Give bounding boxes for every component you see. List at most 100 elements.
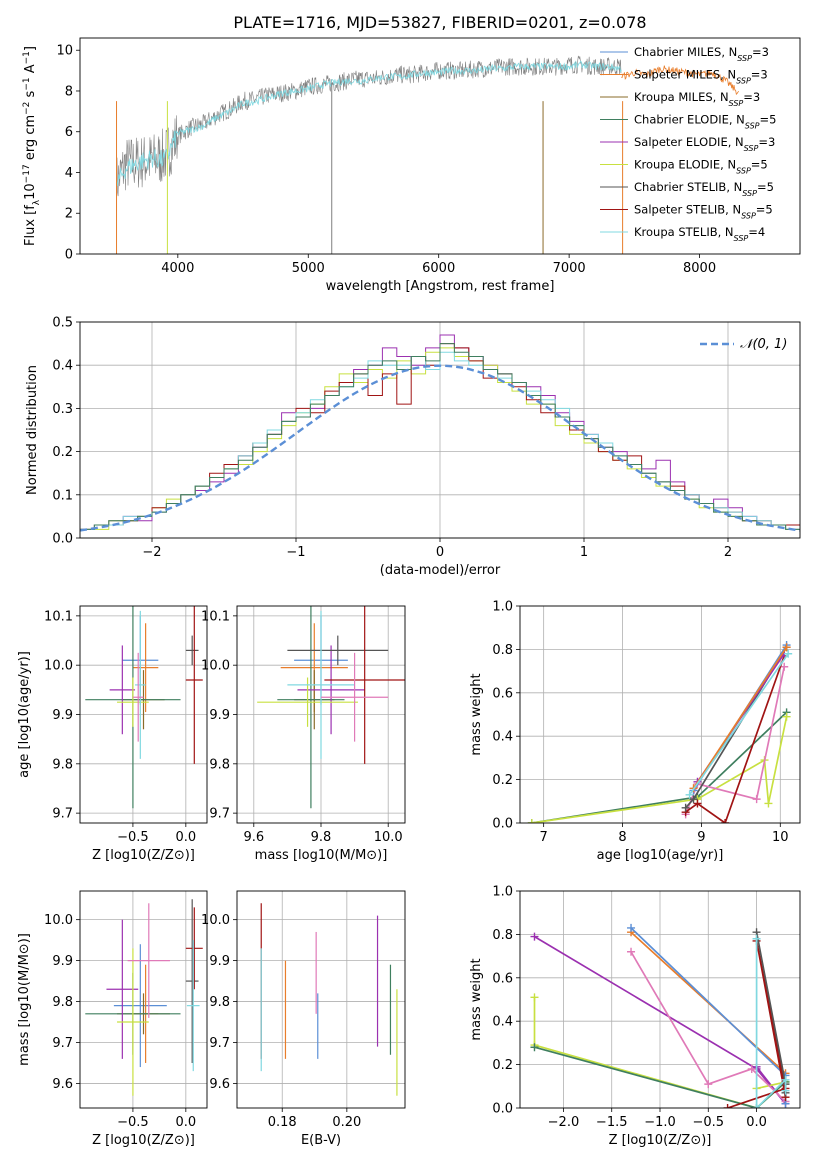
mass_vs_EBV-xlabel: E(B-V) [301,1133,341,1148]
mass_vs_Z-axes: 9.6 9.7 9.8 9.9 10.0 −0.5 0.0 [44,891,207,1130]
weight-marker-kroupa_stelib [781,1075,790,1084]
y-tick-label: 8 [65,84,73,99]
y-tick-label: 4 [65,166,73,181]
legend-label-salpeter_elodie: Salpeter ELODIE, NSSP=3 [634,135,775,153]
mass_vs_Z-errorbars [85,899,203,1096]
y-tick-label: 0.8 [492,643,513,658]
y-tick-label: 0.2 [492,773,513,788]
y-tick-label: 0.0 [492,817,513,832]
weight-marker-chabrier_stelib [681,803,690,812]
legend-label-kroupa_stelib: Kroupa STELIB, NSSP=4 [634,225,765,243]
weight-marker-kroupa_stelib [752,1104,761,1108]
legend-label-kroupa_elodie: Kroupa ELODIE, NSSP=5 [634,158,768,176]
weight-marker-salpeter_miles [782,643,791,652]
age_vs_Z-errorbars [85,606,203,809]
weight-marker-kroupa_stelib [752,934,761,943]
residuals-frame [79,321,801,539]
residual-steps [80,334,800,532]
mass_vs_Z-xlabel: Z [log10(Z/Z⊙)] [92,1133,195,1148]
x-tick-label: 8 [618,830,626,845]
weight-line-salpeter_miles [692,646,788,789]
weight_vs_Z-frame [519,890,801,1109]
y-tick-label: 9.8 [209,757,230,772]
x-tick-label: 0.18 [268,1115,297,1130]
y-tick-label: 10.0 [201,913,230,928]
x-tick-label: −2.0 [548,1115,580,1130]
weight-marker-kroupa_stelib [781,1086,790,1095]
y-tick-label: 0.2 [52,445,73,460]
y-tick-label: 0.6 [492,686,513,701]
spectrum-xlabel: wavelength [Angstrom, rest frame] [326,279,555,294]
x-tick-label: 9.6 [243,830,264,845]
y-tick-label: 0.4 [492,730,513,745]
x-tick-label: −0.5 [117,830,149,845]
weight-marker-salpeter_stelib [693,799,702,808]
weight-marker-kroupa_stelib [685,790,694,799]
weight-marker-kroupa_elodie [782,712,791,721]
y-tick-label: 9.7 [209,1036,230,1051]
age_vs_mass-frame [236,605,406,824]
y-tick-label: 1.0 [492,885,513,900]
y-tick-label: 9.9 [52,708,73,723]
age_vs_Z-axes: 9.7 9.8 9.9 10.0 10.1 −0.5 0.0 [44,606,207,845]
x-tick-label: −0.5 [117,1115,149,1130]
weight-marker-chabrier_miles [627,923,636,932]
y-tick-label: 0.4 [492,1015,513,1030]
weight-marker-pink_series [747,1064,756,1073]
weight-line-kroupa_stelib [688,653,789,796]
residuals-xlabel: (data-model)/error [380,563,501,578]
spectrum-series-data_gray [116,55,622,212]
weight_vs_Z-ylabel: mass weight [469,958,484,1040]
age_vs_mass-errorbars [257,606,405,809]
age_vs_Z-xlabel: Z [log10(Z/Z⊙)] [92,848,195,863]
x-tick-label: −1 [286,545,305,560]
y-tick-label: 10.1 [44,609,73,624]
x-tick-label: 0.0 [175,1115,196,1130]
y-tick-label: 0.1 [52,488,73,503]
legend-label-chabrier_miles: Chabrier MILES, NSSP=3 [634,45,769,63]
weight-marker-pink_series [704,1080,713,1089]
y-tick-label: 0.4 [52,359,73,374]
weight-line-salpeter_stelib [685,655,786,823]
y-tick-label: 9.7 [52,807,73,822]
weight-marker-kroupa_elodie [764,799,773,808]
weight-marker-kroupa_stelib [784,649,793,658]
weight_vs_Z-xlabel: Z [log10(Z/Z⊙)] [609,1133,712,1148]
weight_vs_age-ylabel: mass weight [469,673,484,755]
legend-label-chabrier_elodie: Chabrier ELODIE, NSSP=5 [634,113,776,131]
y-tick-label: 0.0 [492,1102,513,1117]
weight_vs_age-frame [519,605,801,824]
legend-label-kroupa_miles: Kroupa MILES, NSSP=3 [634,90,760,108]
legend-label-salpeter_stelib: Salpeter STELIB, NSSP=5 [634,203,773,221]
y-tick-label: 9.7 [52,1036,73,1051]
x-tick-label: 0.0 [175,830,196,845]
x-tick-label: 6000 [422,261,455,276]
age_vs_mass-axes: 9.7 9.8 9.9 10.0 10.1 9.6 9.8 10.0 [201,606,405,845]
x-tick-label: −1.0 [644,1115,676,1130]
weight-marker-salpeter_elodie [530,932,539,941]
y-tick-label: 0.2 [492,1058,513,1073]
y-tick-label: 1.0 [492,600,513,615]
spectrum-series-kroupa_stelib [116,60,622,186]
y-tick-label: 9.8 [209,995,230,1010]
y-tick-label: 0.8 [492,928,513,943]
x-tick-label: 0.20 [332,1115,361,1130]
weight-line-kroupa_elodie [531,716,788,823]
x-tick-label: 7 [540,830,548,845]
y-tick-label: 9.9 [52,954,73,969]
weight-line-kroupa_stelib [755,938,787,1108]
spectrum-lines [116,55,740,254]
weight-line-chabrier_elodie [531,711,788,823]
y-tick-label: 10.0 [44,913,73,928]
age_vs_Z-frame [79,605,208,824]
figure-title: PLATE=1716, MJD=53827, FIBERID=0201, z=0… [233,13,646,32]
spectrum-axes: 0 2 4 6 8 10 4000 5000 6000 7000 8000 [56,44,716,276]
y-tick-label: 0.3 [52,402,73,417]
spectrum-ylabel: Flux [fλ10−17 erg cm−2 s−1 A−1] [22,46,42,246]
x-tick-label: 0.0 [746,1115,767,1130]
spectrum-frame [79,37,801,255]
x-tick-label: −1.5 [596,1115,628,1130]
weight-marker-pink_series [780,662,789,671]
y-tick-label: 9.6 [52,1077,73,1092]
x-tick-label: 8000 [683,261,716,276]
